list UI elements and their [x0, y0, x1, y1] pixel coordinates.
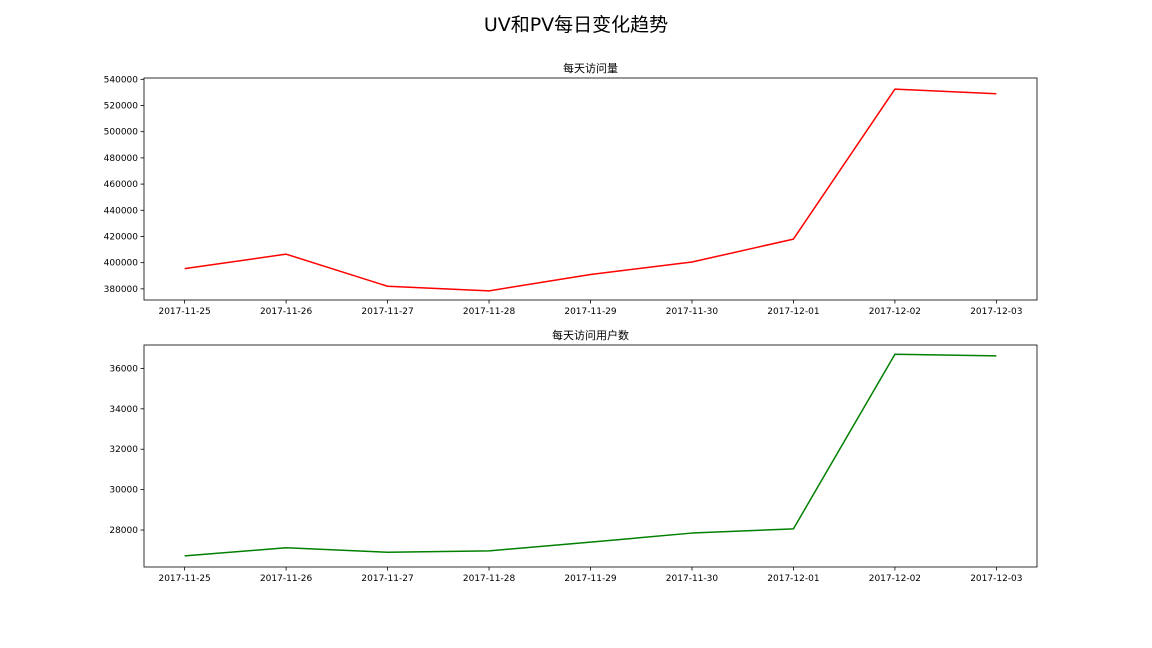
- figure-title: UV和PV每日变化趋势: [483, 14, 669, 36]
- y-tick-label: 28000: [109, 526, 138, 536]
- y-tick-label: 480000: [104, 154, 139, 164]
- x-tick-label: 2017-11-27: [361, 307, 413, 317]
- x-tick-label: 2017-11-25: [158, 574, 210, 584]
- series-line-1-1: [184, 88, 997, 292]
- x-tick-label: 2017-11-29: [564, 307, 617, 317]
- y-tick-label: 34000: [109, 405, 138, 415]
- x-tick-label: 2017-11-25: [158, 307, 210, 317]
- x-tick-label: 2017-11-26: [260, 307, 313, 317]
- subplot-title-2: 每天访问用户数: [552, 328, 629, 342]
- axes-frame-1: [143, 77, 1038, 301]
- y-tick-label: 460000: [104, 180, 139, 190]
- y-tick-label: 32000: [109, 445, 138, 455]
- y-tick-label: 500000: [104, 128, 139, 138]
- x-tick-label: 2017-12-01: [767, 574, 819, 584]
- x-tick-label: 2017-11-28: [463, 574, 516, 584]
- y-tick-label: 400000: [104, 259, 139, 269]
- x-tick-label: 2017-12-02: [869, 574, 921, 584]
- x-tick-label: 2017-11-29: [564, 574, 617, 584]
- y-tick-label: 30000: [109, 486, 138, 496]
- x-tick-label: 2017-12-03: [970, 574, 1022, 584]
- x-tick-label: 2017-11-28: [463, 307, 516, 317]
- y-tick-label: 440000: [104, 206, 139, 216]
- series-line-2-1: [184, 353, 997, 557]
- axes-frame-2: [143, 344, 1038, 568]
- y-tick-label: 420000: [104, 232, 139, 242]
- y-tick-label: 520000: [104, 102, 139, 112]
- x-tick-label: 2017-11-30: [666, 307, 719, 317]
- y-tick-label: 36000: [109, 364, 138, 374]
- y-tick-label: 540000: [104, 75, 139, 85]
- y-tick-label: 380000: [104, 285, 139, 295]
- x-tick-label: 2017-11-30: [666, 574, 719, 584]
- x-tick-label: 2017-12-02: [869, 307, 921, 317]
- x-tick-label: 2017-12-03: [970, 307, 1022, 317]
- subplot-title-1: 每天访问量: [563, 61, 618, 75]
- x-tick-label: 2017-12-01: [767, 307, 819, 317]
- x-tick-label: 2017-11-26: [260, 574, 313, 584]
- x-tick-label: 2017-11-27: [361, 574, 413, 584]
